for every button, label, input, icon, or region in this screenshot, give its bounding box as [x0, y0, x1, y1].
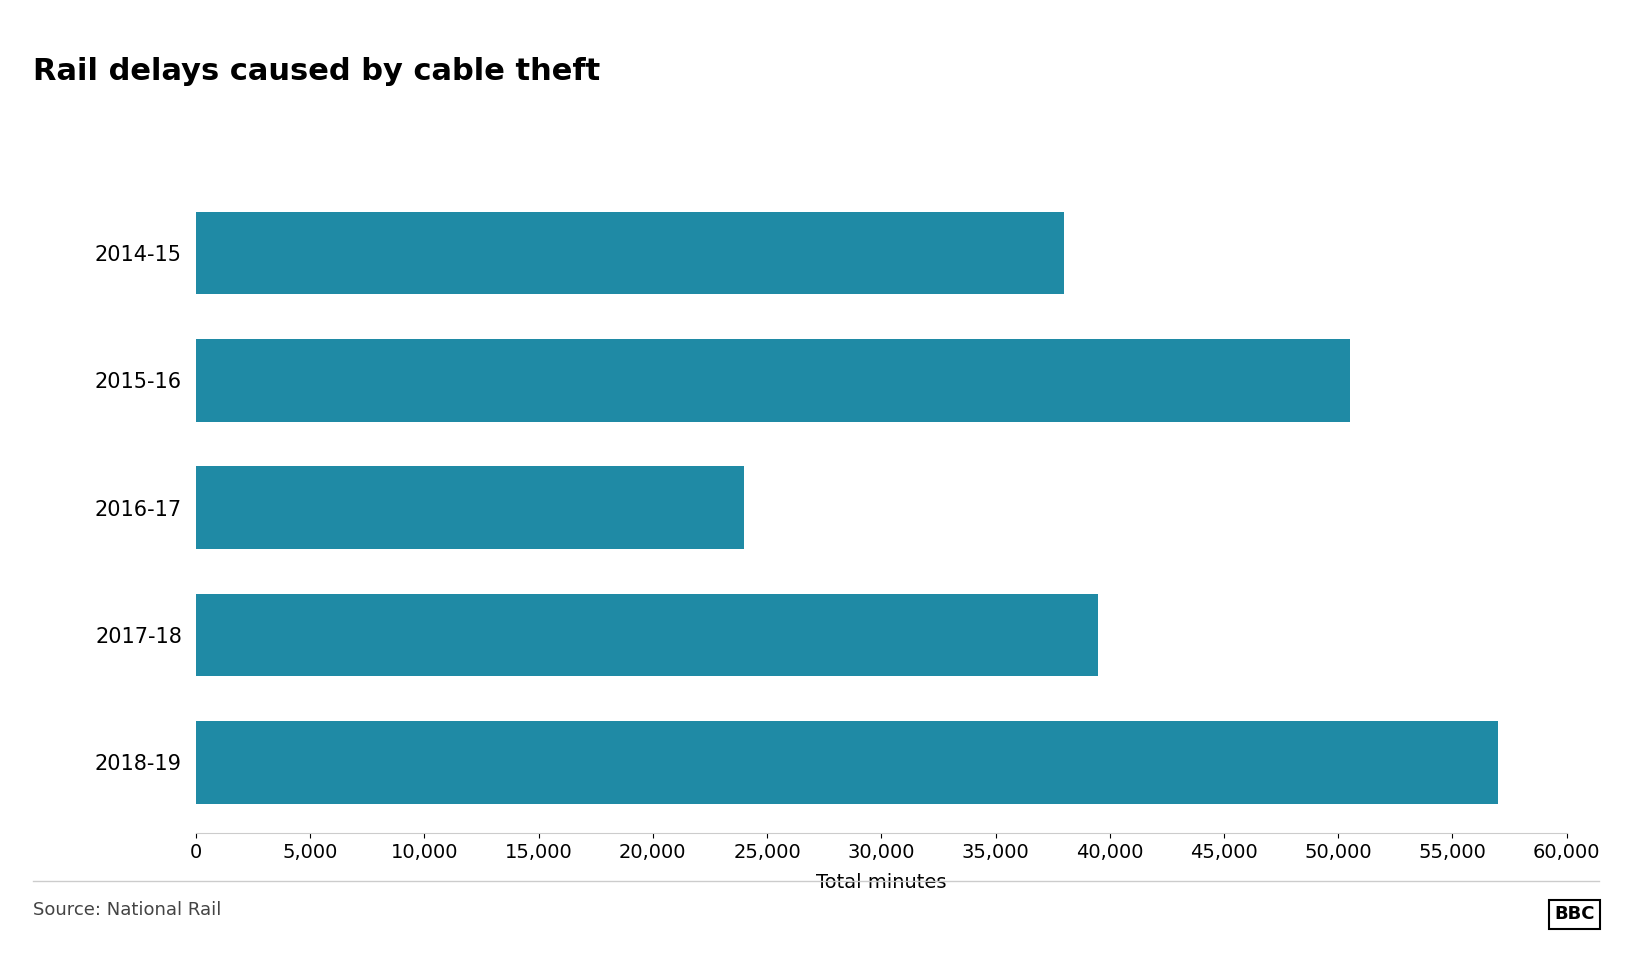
X-axis label: Total minutes: Total minutes [816, 874, 947, 892]
Text: Source: National Rail: Source: National Rail [33, 901, 220, 919]
Bar [196, 212, 1064, 294]
Text: BBC: BBC [1554, 905, 1594, 924]
Text: Rail delays caused by cable theft: Rail delays caused by cable theft [33, 57, 601, 86]
Bar [196, 467, 744, 549]
Bar [196, 339, 1350, 422]
Bar [196, 721, 1498, 804]
Bar [196, 594, 1098, 676]
